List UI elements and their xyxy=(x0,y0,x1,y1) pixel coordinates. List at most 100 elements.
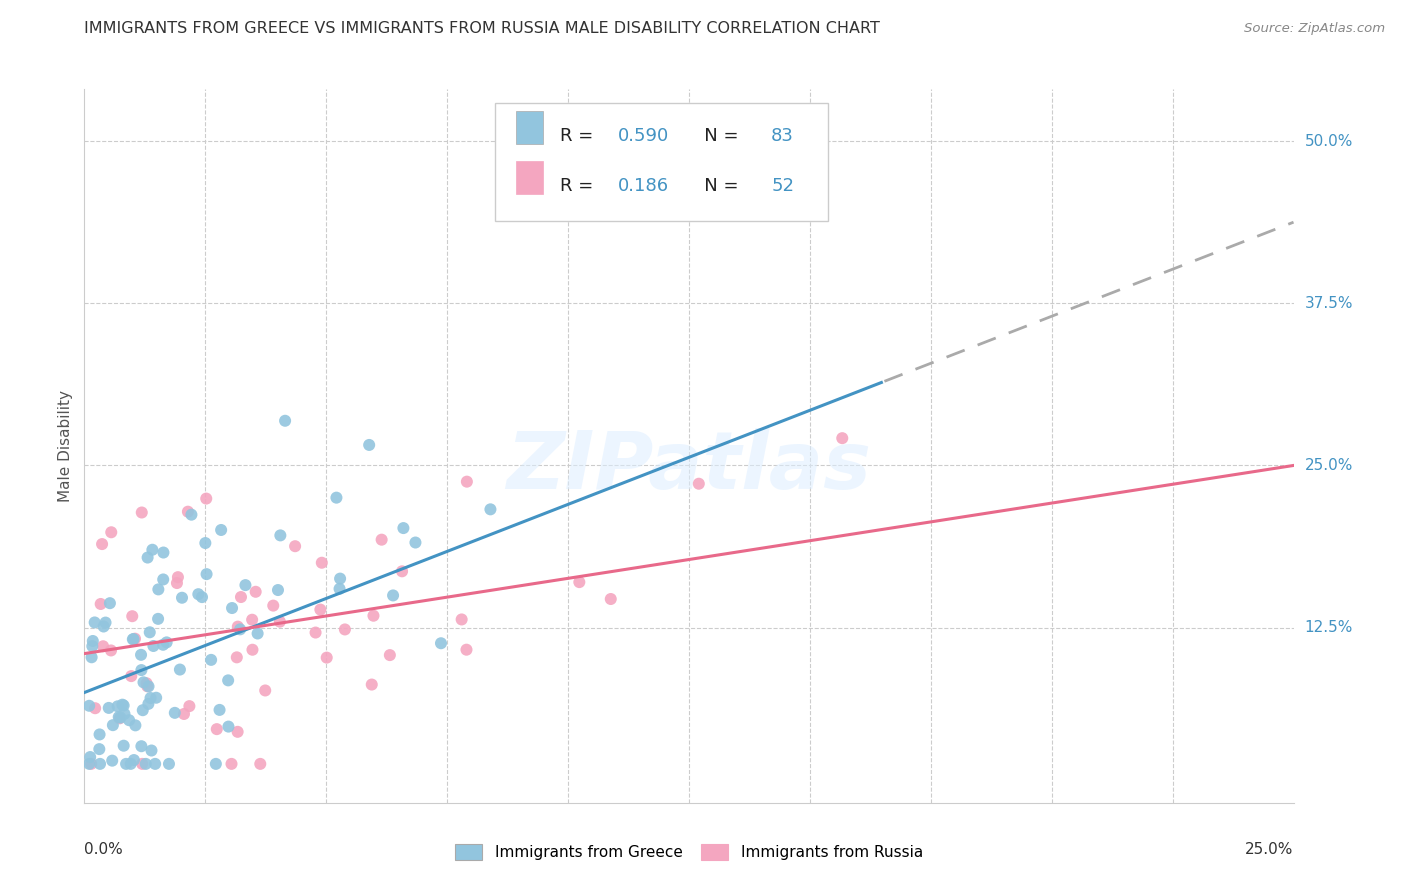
Point xyxy=(217,673,239,688)
Point xyxy=(479,502,502,516)
Point xyxy=(325,491,347,505)
Text: 52: 52 xyxy=(770,177,794,194)
Point xyxy=(225,650,247,665)
Point xyxy=(269,615,291,629)
Point xyxy=(156,635,179,649)
Point xyxy=(568,575,591,590)
Point xyxy=(226,620,249,634)
Point xyxy=(392,521,415,535)
Point xyxy=(135,756,157,771)
Y-axis label: Male Disability: Male Disability xyxy=(58,390,73,502)
Point xyxy=(391,564,413,578)
Point xyxy=(84,701,107,715)
Point xyxy=(91,537,114,551)
Point xyxy=(77,698,100,713)
Point xyxy=(79,750,101,764)
Point xyxy=(91,640,114,654)
Text: 0.186: 0.186 xyxy=(617,177,669,194)
Point xyxy=(166,576,188,591)
Point xyxy=(170,591,193,605)
Text: N =: N = xyxy=(686,127,744,145)
Point xyxy=(120,669,142,683)
Point xyxy=(304,625,326,640)
Point xyxy=(136,550,159,565)
Point xyxy=(131,506,153,520)
Point xyxy=(82,639,104,653)
Point xyxy=(195,491,218,506)
Point xyxy=(363,608,385,623)
Point xyxy=(148,582,170,597)
Point xyxy=(124,718,146,732)
Point xyxy=(267,582,290,597)
Point xyxy=(131,663,153,677)
Point xyxy=(107,699,129,714)
Point xyxy=(456,642,478,657)
Point xyxy=(229,623,252,637)
Point xyxy=(177,505,200,519)
Text: 25.0%: 25.0% xyxy=(1246,842,1294,856)
Point xyxy=(456,475,478,489)
Point xyxy=(83,615,105,630)
Point xyxy=(360,677,382,691)
Text: 0.590: 0.590 xyxy=(617,127,669,145)
Point xyxy=(205,756,228,771)
Point xyxy=(97,701,120,715)
Point xyxy=(139,625,162,640)
Point xyxy=(107,710,129,724)
Point xyxy=(80,756,103,771)
Point xyxy=(254,683,277,698)
Point xyxy=(200,653,222,667)
Point xyxy=(122,632,145,646)
Point xyxy=(163,706,186,720)
Point xyxy=(599,592,621,607)
Point xyxy=(382,589,405,603)
Point xyxy=(404,535,426,549)
Point xyxy=(132,675,155,690)
Point xyxy=(315,650,337,665)
Point xyxy=(89,727,111,741)
Point xyxy=(191,590,214,604)
Point xyxy=(309,602,332,616)
Point xyxy=(89,742,111,756)
Point xyxy=(450,612,472,626)
Point xyxy=(359,438,381,452)
Point xyxy=(180,508,202,522)
Point xyxy=(274,414,297,428)
Text: R =: R = xyxy=(560,177,605,194)
Point xyxy=(131,739,153,754)
Text: 37.5%: 37.5% xyxy=(1305,296,1353,310)
Point xyxy=(221,601,243,615)
Point xyxy=(94,615,117,630)
Point xyxy=(112,698,135,713)
Point xyxy=(333,623,356,637)
Point xyxy=(688,476,710,491)
Point xyxy=(77,756,100,771)
Point xyxy=(139,691,162,706)
Point xyxy=(187,587,209,601)
Point xyxy=(122,753,145,767)
FancyBboxPatch shape xyxy=(516,111,543,145)
Point xyxy=(141,542,163,557)
Point xyxy=(138,697,160,711)
Legend: Immigrants from Greece, Immigrants from Russia: Immigrants from Greece, Immigrants from … xyxy=(449,838,929,866)
Point xyxy=(93,619,115,633)
Point xyxy=(269,528,291,542)
Text: 25.0%: 25.0% xyxy=(1305,458,1353,473)
Text: ZIPatlas: ZIPatlas xyxy=(506,428,872,507)
Point xyxy=(135,676,157,690)
Point xyxy=(80,650,103,665)
Text: 83: 83 xyxy=(770,127,794,145)
Point xyxy=(194,536,217,550)
Point xyxy=(143,756,166,771)
Point xyxy=(329,582,352,596)
Point xyxy=(284,539,307,553)
Point xyxy=(209,523,232,537)
Point xyxy=(115,756,138,771)
Point xyxy=(179,699,201,714)
Point xyxy=(100,643,122,657)
Text: Source: ZipAtlas.com: Source: ZipAtlas.com xyxy=(1244,22,1385,36)
Point xyxy=(169,663,191,677)
Point xyxy=(311,556,333,570)
Point xyxy=(229,590,252,604)
Point xyxy=(226,724,249,739)
